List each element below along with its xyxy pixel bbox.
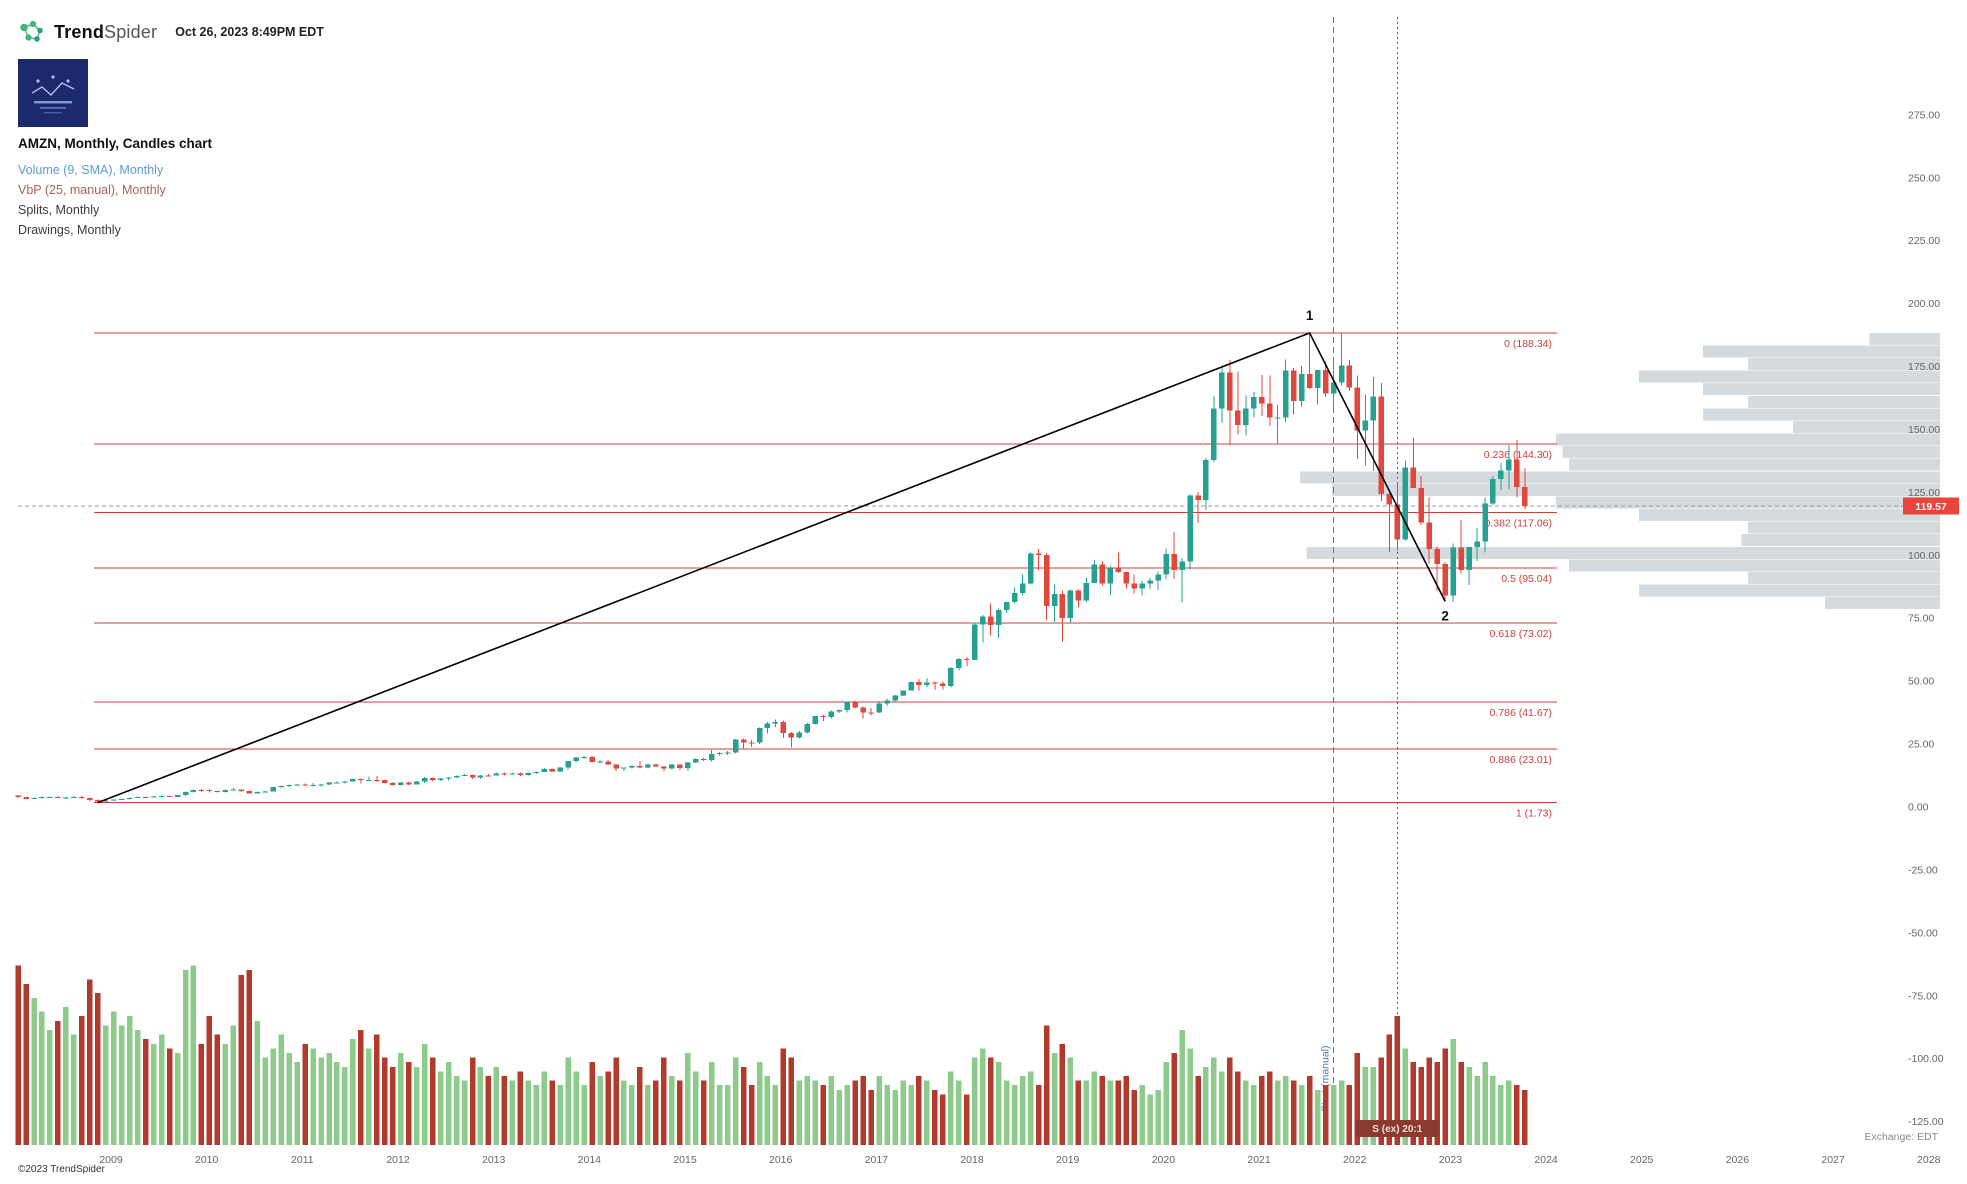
brand-logo[interactable]: TrendSpider: [18, 18, 157, 46]
svg-text:0.886 (23.01): 0.886 (23.01): [1490, 754, 1552, 766]
svg-text:-25.00: -25.00: [1908, 864, 1938, 876]
vertical-lines-layer: Start (manual): [1320, 17, 1398, 1145]
svg-text:175.00: 175.00: [1908, 361, 1940, 373]
svg-text:0.00: 0.00: [1908, 802, 1929, 814]
svg-text:2017: 2017: [865, 1154, 889, 1166]
svg-text:225.00: 225.00: [1908, 235, 1940, 247]
svg-text:0.236 (144.30): 0.236 (144.30): [1484, 449, 1552, 461]
svg-text:2022: 2022: [1343, 1154, 1367, 1166]
trendline-layer[interactable]: 12: [97, 308, 1449, 804]
split-marker: S (ex) 20:1: [1355, 1120, 1440, 1137]
watermark-logo: [18, 59, 88, 127]
svg-text:0 (188.34): 0 (188.34): [1504, 338, 1552, 350]
current-price-badge: 119.57: [1903, 497, 1959, 515]
header: TrendSpider Oct 26, 2023 8:49PM EDT: [18, 18, 324, 46]
svg-text:2009: 2009: [99, 1154, 123, 1166]
indicator-drawings[interactable]: Drawings, Monthly: [18, 223, 121, 237]
chart-title: AMZN, Monthly, Candles chart: [18, 136, 213, 151]
svg-text:119.57: 119.57: [1915, 501, 1947, 513]
indicator-splits[interactable]: Splits, Monthly: [18, 203, 100, 217]
svg-text:-100.00: -100.00: [1908, 1053, 1944, 1065]
svg-text:2024: 2024: [1534, 1154, 1558, 1166]
svg-text:2014: 2014: [578, 1154, 602, 1166]
svg-text:2023: 2023: [1439, 1154, 1463, 1166]
svg-text:0.786 (41.67): 0.786 (41.67): [1490, 707, 1552, 719]
svg-text:S (ex) 20:1: S (ex) 20:1: [1372, 1124, 1422, 1135]
chart-legend: AMZN, Monthly, Candles chart Volume (9, …: [18, 136, 212, 240]
svg-text:100.00: 100.00: [1908, 550, 1940, 562]
svg-text:Exchange: EDT: Exchange: EDT: [1864, 1131, 1938, 1143]
svg-text:200.00: 200.00: [1908, 298, 1940, 310]
svg-text:0.618 (73.02): 0.618 (73.02): [1490, 628, 1552, 640]
svg-text:-50.00: -50.00: [1908, 927, 1938, 939]
svg-text:-75.00: -75.00: [1908, 990, 1938, 1002]
fibonacci-layer[interactable]: 0 (188.34) 0.236 (144.30) 0.382 (117.06) 0.…: [94, 332, 1557, 820]
chart-timestamp: Oct 26, 2023 8:49PM EDT: [175, 25, 324, 39]
svg-text:2020: 2020: [1152, 1154, 1176, 1166]
svg-text:275.00: 275.00: [1908, 109, 1940, 121]
price-axis[interactable]: 275.00 250.00 225.00 200.00 175.00 150.00 125.…: [1908, 109, 1944, 1128]
exchange-label: Exchange: EDT: [1864, 1131, 1938, 1143]
trendspider-logo-icon: [20, 20, 43, 42]
candles-layer: [15, 332, 1528, 803]
svg-text:2011: 2011: [291, 1154, 314, 1166]
svg-text:2015: 2015: [673, 1154, 697, 1166]
svg-text:0.382 (117.06): 0.382 (117.06): [1484, 517, 1552, 529]
svg-text:250.00: 250.00: [1908, 172, 1940, 184]
brand-name: TrendSpider: [54, 21, 158, 42]
svg-text:1: 1: [1306, 308, 1314, 323]
svg-text:2026: 2026: [1726, 1154, 1750, 1166]
svg-text:-125.00: -125.00: [1908, 1116, 1944, 1128]
svg-text:2019: 2019: [1056, 1154, 1080, 1166]
svg-text:2012: 2012: [386, 1154, 410, 1166]
svg-text:50.00: 50.00: [1908, 676, 1934, 688]
svg-text:125.00: 125.00: [1908, 487, 1940, 499]
svg-text:Start (manual): Start (manual): [1320, 1045, 1332, 1112]
svg-text:75.00: 75.00: [1908, 613, 1934, 625]
svg-text:2028: 2028: [1917, 1154, 1941, 1166]
indicator-vbp[interactable]: VbP (25, manual), Monthly: [18, 183, 166, 197]
svg-text:2013: 2013: [482, 1154, 506, 1166]
volume-profile-layer: [1300, 332, 1940, 610]
svg-text:2021: 2021: [1247, 1154, 1271, 1166]
svg-text:2010: 2010: [195, 1154, 219, 1166]
time-axis[interactable]: 2009 2010 2011 2012 2013 2014 2015 2016 2017 2018…: [99, 1154, 1940, 1166]
svg-text:2: 2: [1441, 608, 1449, 623]
volume-layer: [15, 965, 1528, 1145]
svg-text:2016: 2016: [769, 1154, 793, 1166]
svg-text:2018: 2018: [960, 1154, 984, 1166]
svg-text:150.00: 150.00: [1908, 424, 1940, 436]
svg-text:2027: 2027: [1821, 1154, 1845, 1166]
svg-text:0.5 (95.04): 0.5 (95.04): [1501, 573, 1552, 585]
svg-text:1 (1.73): 1 (1.73): [1516, 808, 1552, 820]
indicator-volume[interactable]: Volume (9, SMA), Monthly: [18, 163, 164, 177]
copyright: ©2023 TrendSpider: [18, 1164, 105, 1175]
svg-text:25.00: 25.00: [1908, 739, 1934, 751]
svg-text:2025: 2025: [1630, 1154, 1654, 1166]
